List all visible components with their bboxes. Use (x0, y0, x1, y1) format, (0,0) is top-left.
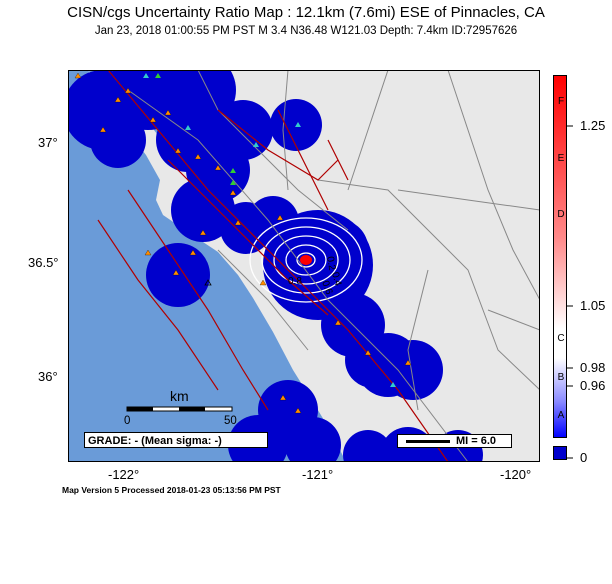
lon-label-121: -121° (302, 467, 334, 482)
colorbar (553, 75, 567, 438)
faults (97, 70, 449, 462)
stations-cyan (143, 73, 396, 387)
lon-label-120: -120° (500, 467, 532, 482)
lat-label-36-5: 36.5° (28, 255, 59, 270)
colorbar-value-0-98: 0.98 (580, 360, 606, 375)
colorbar-bottom-swatch (553, 446, 567, 460)
map-border (68, 70, 540, 462)
roads (127, 70, 540, 462)
mi-legend: MI = 6.0 (397, 434, 512, 448)
colorbar-value-0-96: 0.96 (580, 378, 606, 393)
colorbar-letter-c: C (557, 333, 565, 344)
map-version-footer: Map Version 5 Processed 2018-01-23 05:13… (62, 485, 281, 495)
colorbar-value-1-25: 1.25 (580, 118, 606, 133)
contour-label: 0.8 (288, 276, 302, 287)
contour-label: 0.6 (319, 279, 334, 296)
scale-bar-unit: km (170, 388, 189, 404)
uncertainty-contours (249, 217, 363, 303)
colorbar-letter-f: F (557, 96, 565, 107)
epicenter-peak (300, 255, 312, 265)
colorbar-letter-d: D (557, 209, 565, 220)
colorbar-letter-b: B (557, 372, 565, 383)
lon-label-122: -122° (108, 467, 140, 482)
lat-label-37: 37° (38, 135, 58, 150)
scale-bar-tick-50: 50 (224, 415, 237, 427)
mi-legend-line (406, 440, 450, 443)
colorbar-value-1-05: 1.05 (580, 298, 606, 313)
stations-orange (74, 72, 412, 414)
colorbar-ticks (567, 125, 573, 459)
contour-label: 0.4 (329, 271, 343, 288)
contour-label: 0.2 (324, 256, 337, 272)
station-open (204, 279, 212, 286)
colorbar-letter-a: A (557, 410, 565, 421)
colorbar-letter-e: E (557, 153, 565, 164)
colorbar-value-0: 0 (580, 450, 588, 465)
grade-box: GRADE: - (Mean sigma: -) (84, 432, 268, 448)
lat-label-36: 36° (38, 369, 58, 384)
scale-bar (126, 406, 233, 412)
event-info: Jan 23, 2018 01:00:55 PM PST M 3.4 N36.4… (94, 25, 518, 37)
map-title: CISN/cgs Uncertainty Ratio Map : 12.1km … (67, 4, 545, 21)
uncertainty-map: 0.2 0.4 0.6 0.8 (68, 70, 540, 462)
scale-bar-tick-0: 0 (124, 415, 131, 427)
stations-green (155, 73, 236, 185)
mi-legend-label: MI = 6.0 (456, 435, 497, 447)
